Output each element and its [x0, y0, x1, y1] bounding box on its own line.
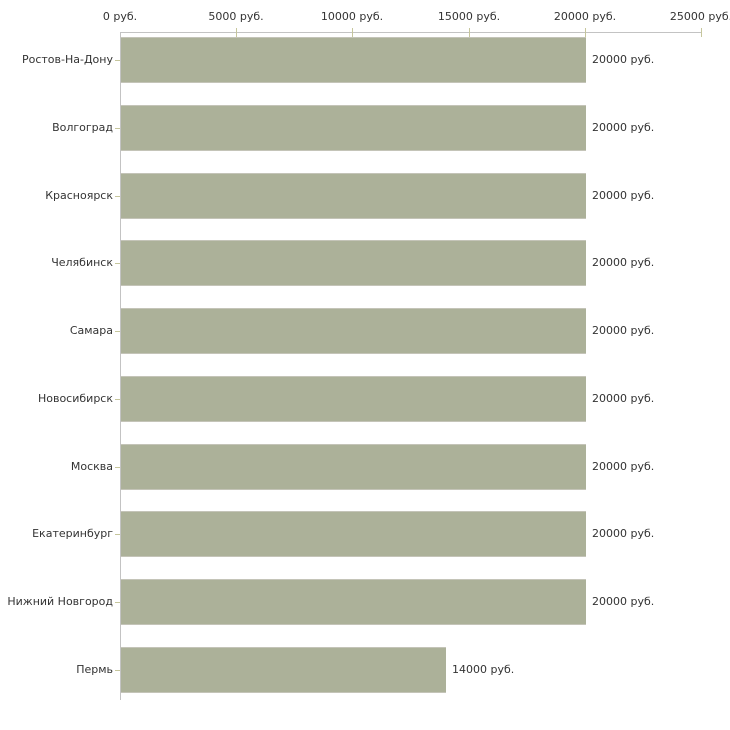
- category-axis-tick: [115, 467, 120, 468]
- bar-value-label: 20000 руб.: [592, 256, 655, 269]
- bar-value-label: 20000 руб.: [592, 189, 655, 202]
- category-axis-tick: [115, 263, 120, 264]
- x-axis-tick: [469, 28, 470, 37]
- category-axis-tick: [115, 60, 120, 61]
- category-label: Нижний Новгород: [7, 595, 113, 608]
- x-tick-label: 10000 руб.: [320, 10, 384, 23]
- bar-value-label: 20000 руб.: [592, 527, 655, 540]
- x-axis-tick: [236, 28, 237, 37]
- category-axis-tick: [115, 128, 120, 129]
- bar: [121, 308, 586, 354]
- bar-value-label: 20000 руб.: [592, 595, 655, 608]
- category-label: Новосибирск: [37, 392, 113, 405]
- bar: [121, 173, 586, 219]
- category-axis-tick: [115, 602, 120, 603]
- x-axis-tick: [701, 28, 702, 37]
- category-axis-tick: [115, 331, 120, 332]
- bar: [121, 240, 586, 286]
- bar-value-label: 20000 руб.: [592, 121, 655, 134]
- y-axis-line: [120, 32, 121, 700]
- bar-value-label: 20000 руб.: [592, 53, 655, 66]
- category-label: Пермь: [76, 663, 113, 676]
- category-label: Челябинск: [51, 256, 113, 269]
- bar: [121, 511, 586, 557]
- x-tick-label: 20000 руб.: [553, 10, 617, 23]
- bar-value-label: 20000 руб.: [592, 324, 655, 337]
- category-axis-tick: [115, 534, 120, 535]
- x-tick-label: 25000 руб.: [669, 10, 730, 23]
- category-label: Москва: [70, 460, 113, 473]
- bar-value-label: 14000 руб.: [452, 663, 515, 676]
- bar: [121, 376, 586, 422]
- bar: [121, 105, 586, 151]
- category-axis-tick: [115, 196, 120, 197]
- x-tick-label: 5000 руб.: [208, 10, 264, 23]
- category-label: Самара: [69, 324, 113, 337]
- category-label: Красноярск: [45, 189, 113, 202]
- bar-value-label: 20000 руб.: [592, 460, 655, 473]
- bar: [121, 647, 446, 693]
- x-axis-line: [120, 32, 702, 33]
- bar: [121, 37, 586, 83]
- bar-value-label: 20000 руб.: [592, 392, 655, 405]
- category-label: Волгоград: [52, 121, 113, 134]
- x-tick-label: 15000 руб.: [437, 10, 501, 23]
- category-axis-tick: [115, 399, 120, 400]
- category-label: Ростов-На-Дону: [21, 53, 113, 66]
- category-axis-tick: [115, 670, 120, 671]
- x-tick-label: 0 руб.: [102, 10, 138, 23]
- bar: [121, 444, 586, 490]
- category-label: Екатеринбург: [32, 527, 113, 540]
- x-axis-tick: [352, 28, 353, 37]
- x-axis-tick: [585, 28, 586, 37]
- bar: [121, 579, 586, 625]
